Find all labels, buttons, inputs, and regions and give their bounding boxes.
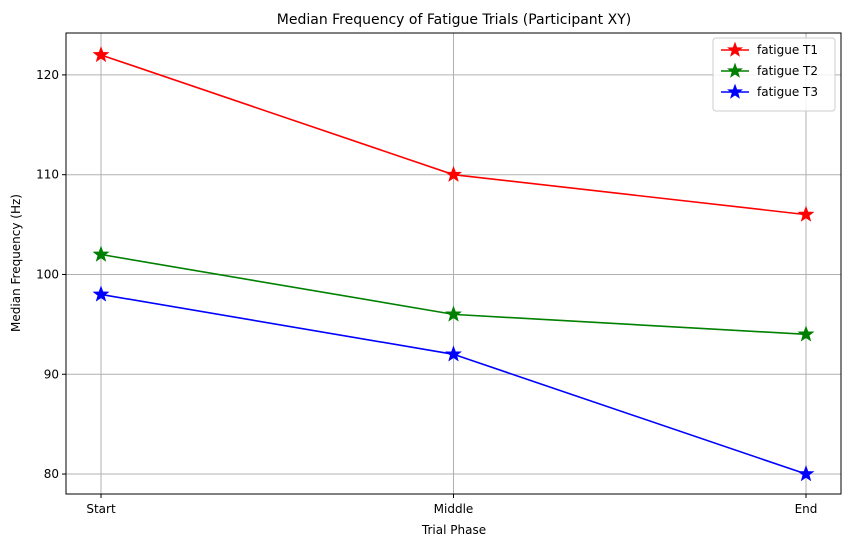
data-point-star bbox=[797, 325, 815, 342]
data-point-star bbox=[445, 165, 462, 182]
series-layer bbox=[92, 46, 815, 482]
data-point-star bbox=[445, 305, 462, 322]
series-group bbox=[92, 245, 815, 342]
data-point-star bbox=[797, 205, 815, 222]
legend-marker-star bbox=[727, 41, 743, 57]
data-point-star bbox=[797, 465, 815, 482]
legend: fatigue T1 fatigue T2 fatigue T3 bbox=[712, 37, 836, 112]
legend-marker-star bbox=[727, 62, 743, 78]
x-tick-label: Start bbox=[86, 502, 116, 516]
y-tick-label: 100 bbox=[36, 267, 59, 281]
data-point-star bbox=[92, 285, 110, 302]
legend-label: fatigue T1 bbox=[757, 43, 818, 57]
y-axis-ticks: 80 90 100 110 120 bbox=[36, 68, 66, 481]
data-point-star bbox=[92, 245, 110, 262]
legend-marker-star bbox=[727, 83, 743, 99]
series-group bbox=[92, 46, 815, 222]
y-tick-label: 110 bbox=[36, 168, 59, 182]
y-axis-label: Median Frequency (Hz) bbox=[9, 194, 23, 332]
chart-title: Median Frequency of Fatigue Trials (Part… bbox=[277, 12, 631, 28]
legend-label: fatigue T2 bbox=[757, 64, 818, 78]
legend-entry: fatigue T1 bbox=[721, 41, 818, 57]
y-tick-label: 90 bbox=[44, 367, 59, 381]
legend-entry: fatigue T2 bbox=[721, 62, 818, 78]
data-point-star bbox=[92, 46, 110, 63]
legend-label: fatigue T3 bbox=[757, 85, 818, 99]
data-point-star bbox=[445, 345, 462, 362]
x-tick-label: End bbox=[795, 502, 818, 516]
series-group bbox=[92, 285, 815, 482]
y-tick-label: 120 bbox=[36, 68, 59, 82]
x-axis-ticks: Start Middle End bbox=[86, 494, 817, 516]
x-tick-label: Middle bbox=[434, 502, 474, 516]
y-tick-label: 80 bbox=[44, 467, 59, 481]
x-axis-label: Trial Phase bbox=[421, 523, 486, 537]
legend-entry: fatigue T3 bbox=[721, 83, 818, 99]
